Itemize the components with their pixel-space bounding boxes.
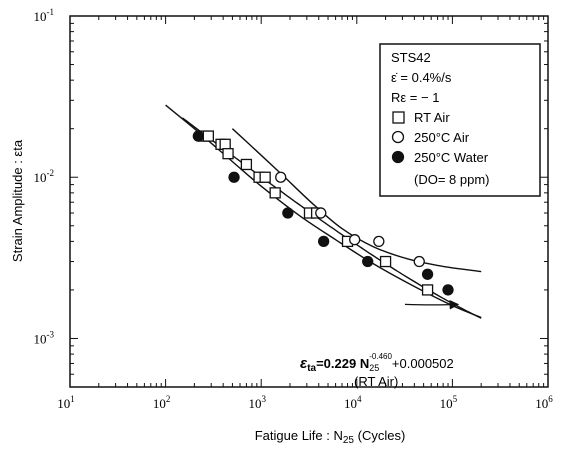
legend-label-250c-water: 250°C Water	[414, 150, 489, 165]
equation-text: εta=0.229 N25-0.460+0.000502	[300, 352, 454, 374]
data-point-circle-open	[413, 255, 425, 268]
data-point-square-open	[421, 284, 434, 296]
legend-ratio: Rε = − 1	[391, 90, 439, 105]
equation-annotation: εta=0.229 N25-0.460+0.000502 (RT Air)	[300, 299, 460, 389]
data-point-circle-filled	[421, 268, 434, 280]
annotation-arrow	[404, 299, 460, 310]
legend-circle-open-icon	[391, 130, 405, 144]
fit-250C-water-curve	[165, 104, 482, 319]
data-point-circle-filled	[442, 284, 454, 296]
x-tick-label: 102	[153, 394, 171, 411]
data-point-circle-open	[349, 234, 361, 246]
x-tick-label: 101	[57, 394, 75, 411]
legend-square-open-icon	[392, 111, 405, 124]
data-point-circle-filled	[362, 255, 374, 268]
data-point-square-open	[219, 138, 231, 150]
legend-note: (DO= 8 ppm)	[414, 172, 490, 187]
legend-label-250c-air: 250°C Air	[414, 130, 470, 145]
data-point-square-open	[379, 255, 392, 268]
data-point-circle-filled	[228, 171, 240, 183]
legend-material: STS42	[391, 50, 431, 65]
data-point-square-open	[259, 171, 271, 183]
data-point-square-open	[202, 130, 214, 142]
legend-circle-filled-icon	[391, 150, 405, 164]
x-tick-label: 105	[440, 394, 458, 411]
y-tick-label: 10-1	[34, 7, 55, 24]
data-point-circle-filled	[317, 235, 330, 248]
plot-frame	[69, 15, 549, 388]
equation-subtitle: (RT Air)	[354, 374, 398, 389]
data-point-circle-open	[275, 171, 287, 183]
data-point-square-open	[222, 148, 234, 160]
x-tick-label: 106	[535, 394, 553, 411]
x-tick-label: 104	[344, 394, 362, 411]
x-tick-label: 103	[248, 394, 266, 411]
data-point-circle-filled	[282, 207, 294, 219]
fit-250C-air-curve	[231, 128, 482, 273]
data-point-square-open	[269, 187, 281, 199]
data-point-circle-open	[315, 207, 327, 219]
data-point-circle-filled	[192, 130, 204, 142]
data-point-circle-open	[373, 235, 385, 248]
y-tick-label: 10-2	[34, 168, 55, 185]
data-point-square-open	[240, 158, 253, 171]
legend: STS42 ε̇ = 0.4%/s Rε = − 1 RT Air 250°C …	[379, 43, 541, 197]
x-axis-title: Fatigue Life : N25 (Cycles)	[255, 428, 406, 446]
legend-strain-rate: ε̇ = 0.4%/s	[391, 70, 452, 85]
y-tick-label: 10-3	[34, 329, 55, 346]
y-axis-title: Strain Amplitude : εta	[10, 139, 25, 262]
legend-box	[379, 43, 541, 197]
legend-label-rt-air: RT Air	[414, 110, 450, 125]
